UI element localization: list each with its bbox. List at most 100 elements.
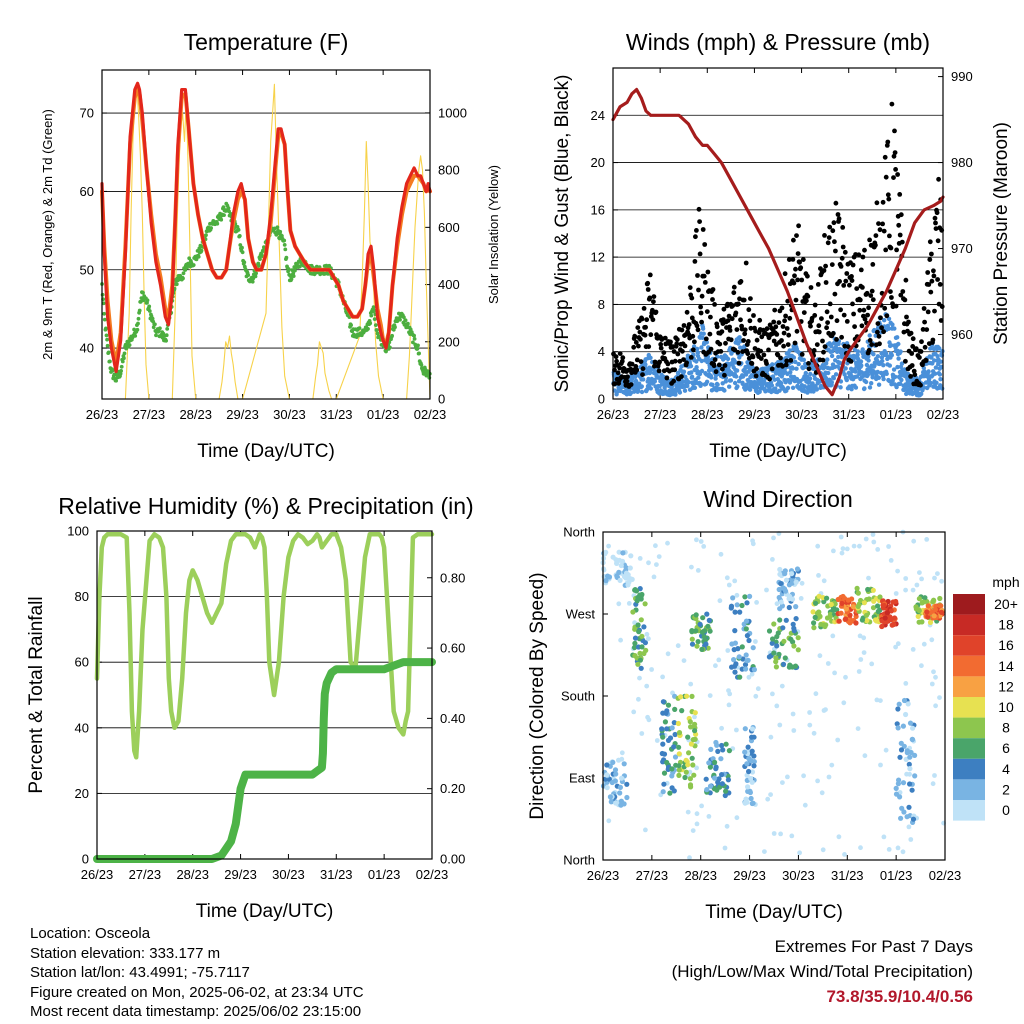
gust-point [712, 357, 718, 363]
direction-point [856, 669, 862, 674]
direction-point [916, 596, 923, 602]
gust-point [742, 331, 748, 337]
direction-point [929, 681, 935, 687]
direction-point [705, 623, 711, 629]
gust-point [633, 340, 639, 345]
direction-point [659, 750, 665, 757]
gust-point [699, 293, 705, 299]
gust-point [645, 280, 651, 286]
wind-point [838, 385, 843, 390]
direction-point [646, 636, 651, 642]
direction-point [736, 654, 742, 660]
gust-point [854, 286, 860, 291]
direction-point [774, 601, 780, 607]
direction-point [811, 620, 817, 626]
gust-point [728, 337, 734, 343]
wind-point [695, 346, 700, 352]
gust-point [841, 312, 847, 318]
dewpoint-point [153, 322, 157, 327]
direction-point [773, 655, 779, 661]
direction-point [694, 537, 699, 543]
gust-point [675, 351, 681, 357]
gust-point [674, 341, 680, 347]
direction-point [653, 543, 658, 549]
direction-point [643, 647, 649, 654]
gust-point [633, 364, 639, 369]
direction-point [932, 607, 939, 613]
dewpoint-point [246, 273, 251, 277]
gust-point [749, 361, 755, 366]
direction-point [635, 661, 641, 667]
direction-point [832, 670, 837, 676]
direction-point [719, 742, 725, 749]
wind-point [635, 388, 641, 393]
gust-point [792, 340, 798, 346]
gust-point [931, 273, 937, 279]
direction-point [704, 611, 710, 617]
direction-point [871, 598, 877, 604]
direction-point [789, 833, 795, 839]
chart-title: Winds (mph) & Pressure (mb) [626, 29, 930, 55]
direction-point [753, 693, 759, 699]
direction-point [765, 796, 771, 802]
gust-point [876, 221, 881, 227]
direction-point [910, 647, 916, 652]
direction-point [843, 606, 850, 612]
wind-point [735, 384, 740, 389]
gust-point [646, 344, 652, 349]
wind-point [825, 357, 830, 362]
direction-point [937, 595, 943, 602]
y2-tick-label: 0.40 [440, 711, 465, 726]
gust-point [668, 339, 673, 345]
y-tick-label: 4 [598, 344, 605, 359]
direction-point [686, 750, 692, 756]
gust-point [757, 317, 763, 323]
gust-point [645, 287, 651, 292]
x-tick-label: 29/23 [738, 407, 771, 422]
gust-point [743, 260, 749, 266]
direction-point [744, 761, 750, 767]
gust-point [723, 340, 728, 346]
dewpoint-point [102, 317, 107, 322]
direction-point [732, 609, 738, 615]
gust-point [842, 343, 848, 349]
direction-point [787, 662, 793, 668]
wind-point [937, 346, 942, 351]
location-text: Location: Osceola [30, 925, 151, 942]
wind-point [836, 354, 841, 360]
direction-point [637, 556, 643, 561]
gust-point [808, 323, 813, 329]
gust-point [903, 358, 908, 364]
direction-point [780, 625, 786, 631]
x-axis-label: Time (Day/UTC) [196, 901, 334, 922]
gust-point [780, 363, 785, 369]
dewpoint-point [371, 305, 376, 310]
gust-point [776, 320, 782, 325]
direction-point [675, 720, 682, 727]
direction-point [919, 576, 924, 582]
dewpoint-point [416, 343, 420, 348]
grid [97, 596, 432, 794]
gust-point [921, 306, 927, 311]
direction-point [617, 784, 624, 791]
direction-point [931, 613, 937, 619]
wind-point [682, 388, 688, 393]
direction-point [692, 721, 698, 727]
x-tick-label: 30/23 [272, 867, 305, 882]
direction-point [924, 537, 930, 542]
direction-point [688, 741, 695, 747]
gust-point [638, 359, 644, 364]
dewpoint-point [280, 234, 284, 238]
gust-point [874, 200, 880, 206]
dewpoint-point [236, 228, 241, 232]
colorbar-swatch [953, 800, 985, 821]
direction-point [914, 582, 920, 588]
direction-point [661, 770, 668, 776]
dewpoint-point [181, 271, 186, 276]
direction-point [732, 669, 738, 675]
colorbar-label: 16 [998, 637, 1014, 653]
gust-point [612, 381, 618, 386]
gust-point [682, 343, 688, 349]
x-tick-label: 28/23 [176, 867, 209, 882]
direction-point [908, 837, 914, 842]
